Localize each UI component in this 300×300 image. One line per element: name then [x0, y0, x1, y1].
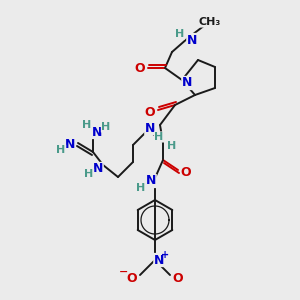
- Text: −: −: [119, 267, 129, 277]
- Text: N: N: [65, 139, 75, 152]
- Text: N: N: [154, 254, 164, 266]
- Text: O: O: [173, 272, 183, 284]
- Text: O: O: [145, 106, 155, 119]
- Text: CH₃: CH₃: [199, 17, 221, 27]
- Text: H: H: [82, 120, 91, 130]
- Text: H: H: [167, 141, 177, 151]
- Text: +: +: [161, 250, 169, 260]
- Text: N: N: [93, 163, 103, 176]
- Text: O: O: [181, 166, 191, 178]
- Text: H: H: [154, 132, 164, 142]
- Text: H: H: [56, 145, 66, 155]
- Text: H: H: [176, 29, 184, 39]
- Text: N: N: [187, 34, 197, 46]
- Text: N: N: [182, 76, 192, 89]
- Text: H: H: [84, 169, 94, 179]
- Text: N: N: [145, 122, 155, 134]
- Text: O: O: [135, 61, 145, 74]
- Text: N: N: [92, 125, 102, 139]
- Text: O: O: [127, 272, 137, 284]
- Text: H: H: [136, 183, 146, 193]
- Text: H: H: [101, 122, 111, 132]
- Text: N: N: [146, 175, 156, 188]
